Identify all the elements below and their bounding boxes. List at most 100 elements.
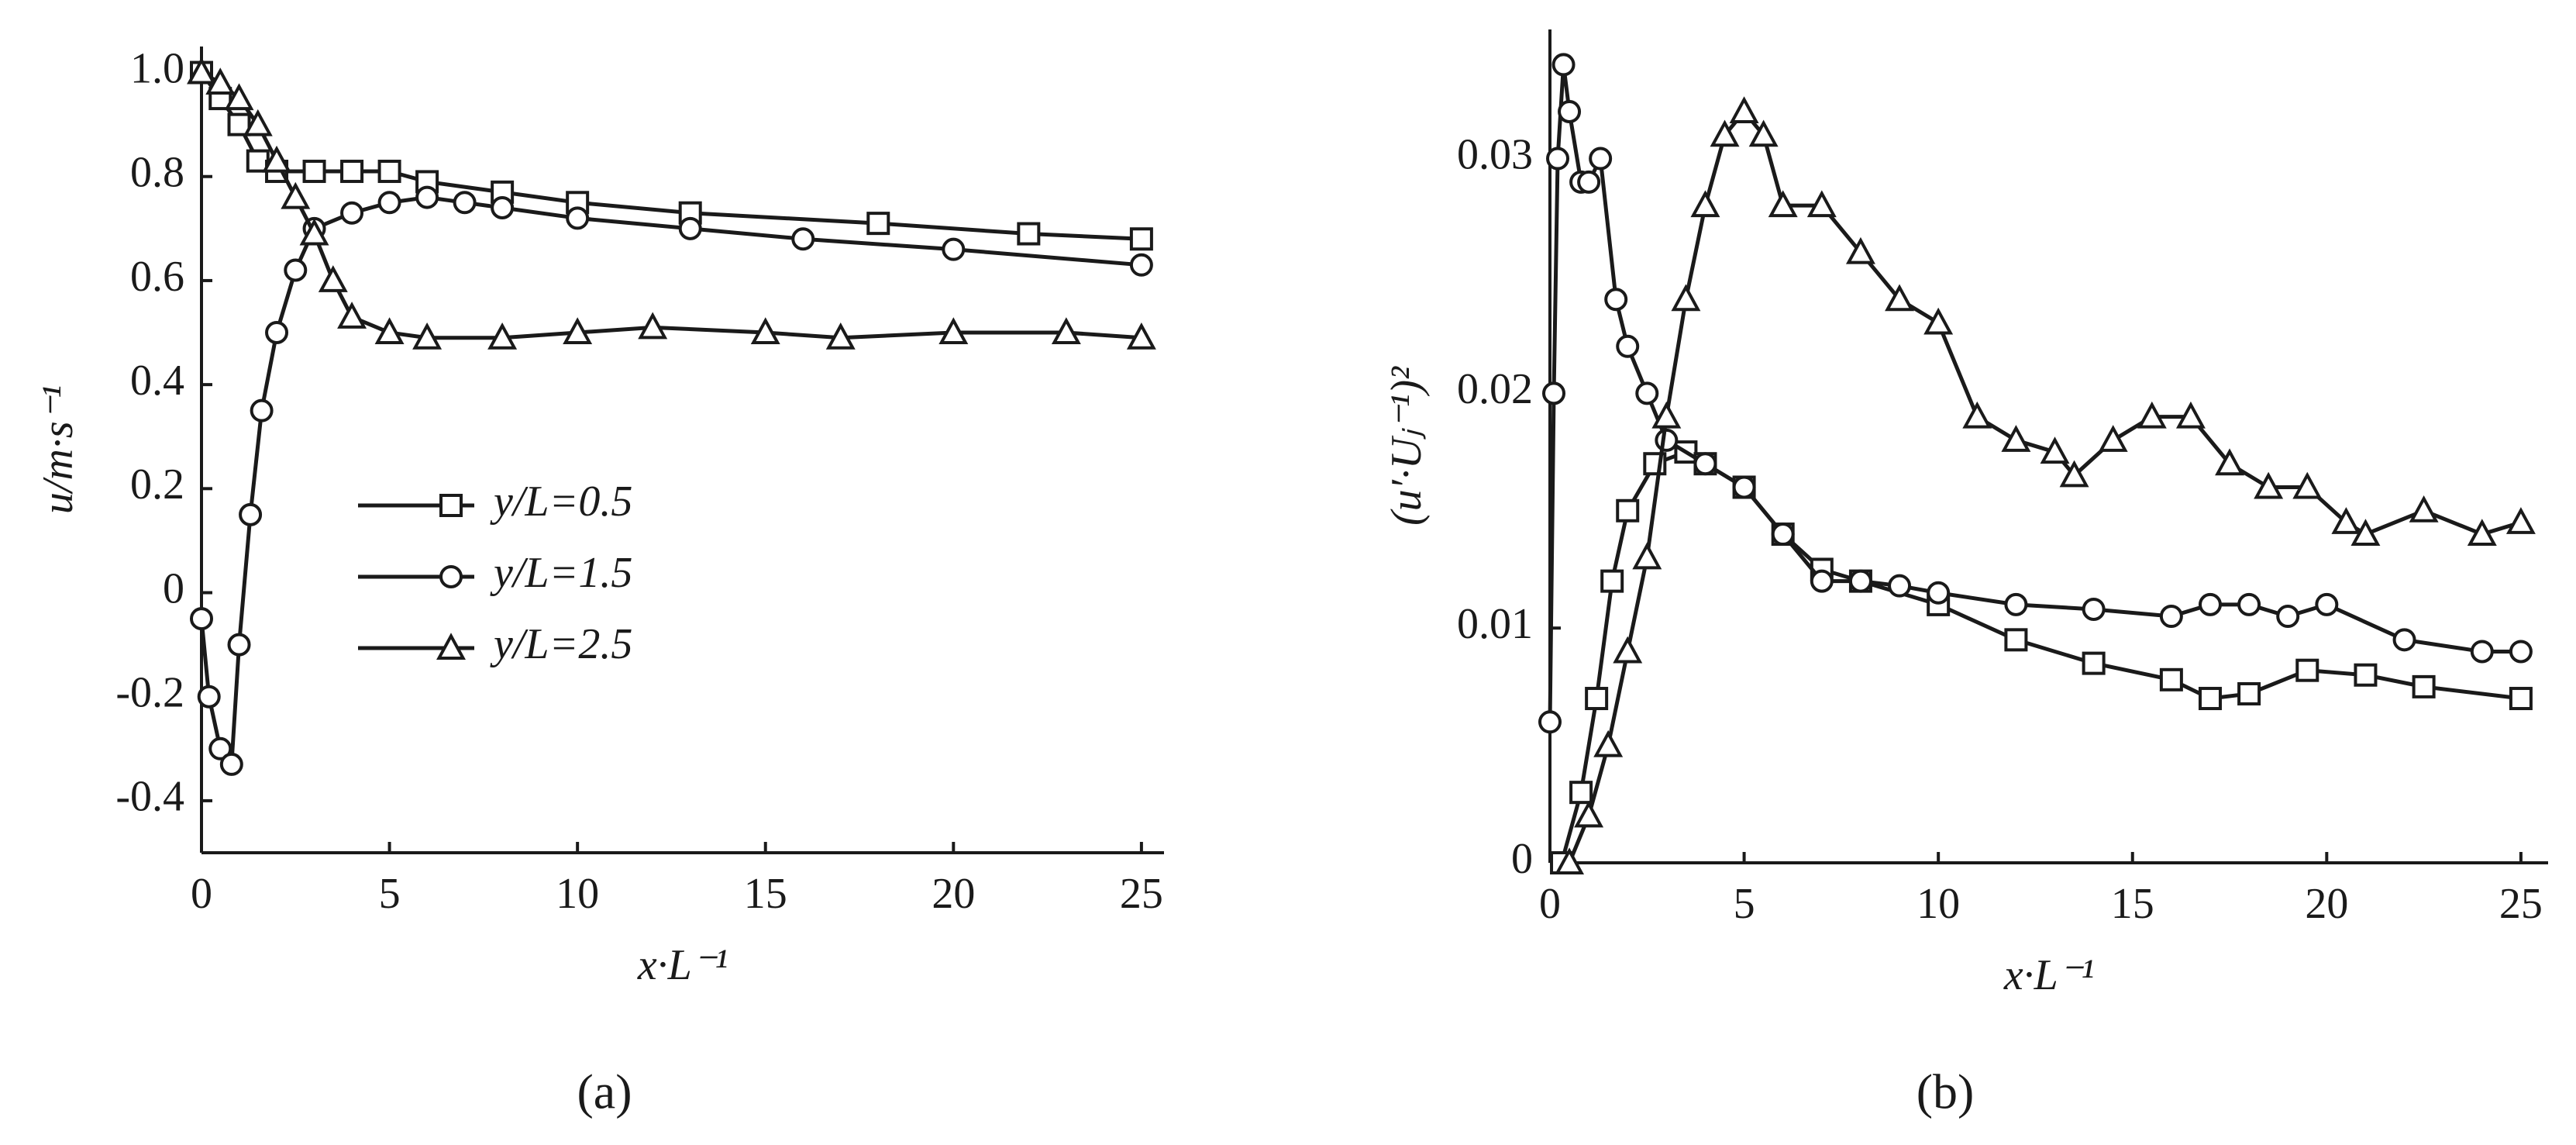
x-tick-label: 10 — [1917, 880, 1960, 928]
marker — [243, 109, 273, 136]
marker — [1635, 381, 1659, 405]
marker — [487, 322, 518, 350]
marker — [1574, 800, 1604, 828]
series-line — [1559, 450, 2522, 864]
marker — [1589, 147, 1613, 171]
marker — [2159, 667, 2183, 691]
marker — [412, 322, 443, 350]
series-line — [199, 195, 1142, 771]
x-axis-label: x·L⁻¹ — [637, 941, 728, 989]
marker — [2237, 592, 2261, 616]
marker — [866, 212, 890, 236]
x-tick-label: 5 — [379, 870, 401, 918]
marker — [1771, 522, 1795, 547]
x-tick-label: 0 — [191, 870, 212, 918]
marker — [1768, 190, 1798, 218]
y-axis-label: (u′·Uⱼ⁻¹)² — [1383, 366, 1431, 526]
marker — [2040, 436, 2070, 464]
marker — [2004, 592, 2028, 616]
marker — [2082, 597, 2106, 621]
marker — [2354, 663, 2378, 687]
marker — [1051, 317, 1081, 345]
marker — [224, 83, 254, 111]
marker — [750, 317, 780, 345]
marker — [2237, 681, 2261, 705]
marker — [2175, 401, 2206, 429]
marker — [566, 206, 590, 230]
marker — [2001, 425, 2031, 452]
marker — [2082, 651, 2106, 675]
marker — [1845, 236, 1875, 264]
marker — [1923, 307, 1954, 335]
series-line — [1567, 109, 2522, 864]
marker — [299, 218, 329, 246]
y-tick-label: 0.02 — [1457, 365, 1533, 413]
marker — [1577, 170, 1601, 194]
marker — [1017, 222, 1041, 246]
series-line — [1548, 64, 2521, 723]
marker — [2295, 658, 2319, 682]
marker — [1593, 729, 1624, 757]
x-tick-label: 20 — [932, 870, 975, 918]
marker — [1616, 334, 1640, 358]
y-tick-label: 0.2 — [130, 460, 184, 509]
marker — [825, 322, 856, 350]
legend-label: y/L=2.5 — [490, 620, 632, 668]
marker — [377, 191, 401, 215]
marker — [318, 265, 348, 292]
marker — [190, 607, 213, 631]
marker — [1604, 288, 1628, 312]
marker — [1555, 847, 1585, 874]
marker — [265, 321, 289, 345]
marker — [227, 633, 251, 657]
marker — [187, 57, 216, 84]
marker — [2276, 605, 2300, 629]
marker — [1632, 542, 1662, 570]
marker — [638, 312, 668, 340]
x-tick-label: 25 — [1120, 870, 1163, 918]
x-axis-label: x·L⁻¹ — [2003, 951, 2094, 999]
marker — [1655, 428, 1679, 452]
series-line — [200, 71, 1142, 340]
marker — [791, 227, 815, 251]
marker — [377, 160, 401, 184]
marker — [1551, 53, 1576, 77]
x-tick-label: 5 — [1734, 880, 1755, 928]
marker — [1806, 190, 1837, 218]
marker — [1126, 322, 1156, 350]
marker — [942, 237, 966, 261]
marker — [1690, 190, 1720, 218]
marker — [2292, 471, 2323, 499]
marker — [284, 258, 308, 282]
marker — [2215, 448, 2245, 476]
marker — [2159, 605, 2183, 629]
marker — [2315, 592, 2339, 616]
y-tick-label: 0.01 — [1457, 600, 1533, 648]
marker — [2505, 507, 2536, 534]
marker — [1129, 227, 1153, 251]
marker — [2198, 687, 2222, 711]
marker — [340, 201, 364, 225]
marker — [302, 160, 326, 184]
marker — [2098, 425, 2128, 452]
legend-marker — [439, 494, 463, 517]
marker — [1732, 475, 1756, 499]
marker — [563, 317, 593, 345]
marker — [2392, 628, 2416, 652]
marker — [239, 502, 263, 526]
marker — [1600, 569, 1624, 593]
marker — [219, 752, 243, 776]
marker — [2509, 687, 2533, 711]
marker — [1585, 687, 1609, 711]
marker — [2467, 519, 2497, 547]
x-tick-label: 15 — [744, 870, 787, 918]
marker — [1710, 119, 1740, 147]
marker — [1927, 581, 1951, 605]
x-tick-label: 20 — [2305, 880, 2348, 928]
legend-marker — [436, 633, 466, 660]
marker — [2198, 592, 2222, 616]
marker — [281, 181, 311, 209]
marker — [678, 216, 702, 240]
marker — [453, 191, 477, 215]
